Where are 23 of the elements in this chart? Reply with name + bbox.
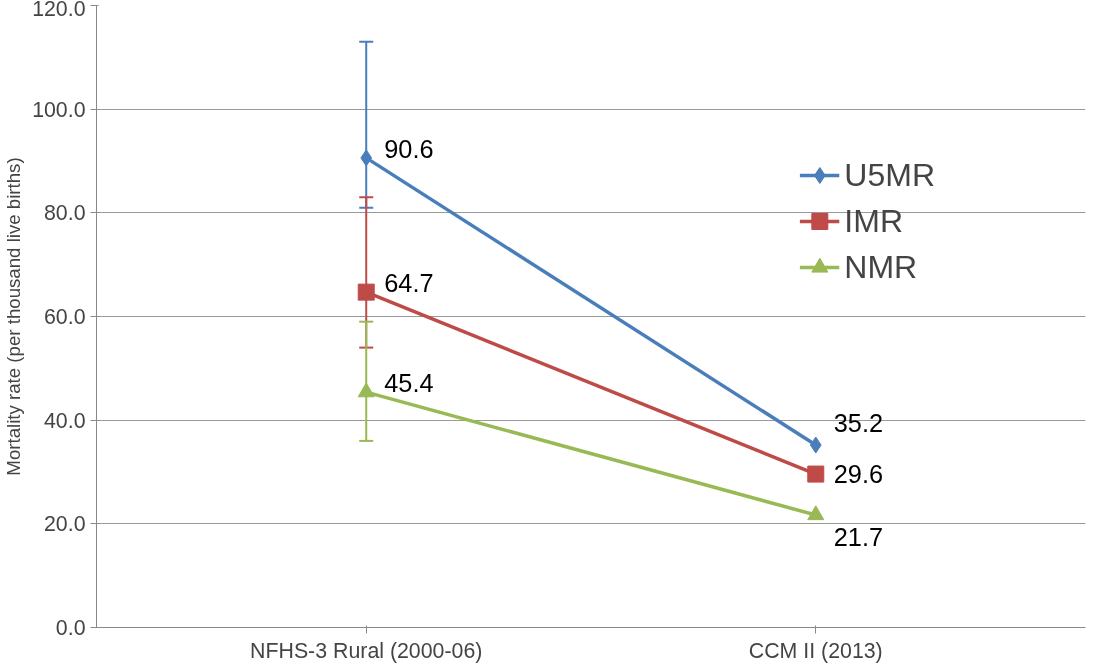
legend-label: IMR bbox=[844, 202, 903, 240]
data-label: 90.6 bbox=[384, 134, 434, 163]
x-tick-label: CCM II (2013) bbox=[748, 638, 883, 663]
data-label: 21.7 bbox=[833, 523, 884, 552]
legend-label: U5MR bbox=[844, 156, 935, 194]
y-tick-label: 60.0 bbox=[43, 305, 86, 329]
data-label: 29.6 bbox=[833, 460, 884, 489]
y-tick-label: 100.0 bbox=[32, 97, 86, 122]
point bbox=[357, 283, 375, 301]
y-tick-label: 20.0 bbox=[43, 512, 86, 537]
point bbox=[807, 465, 825, 483]
legend-label: NMR bbox=[844, 248, 918, 286]
y-tick-label: 0.0 bbox=[55, 616, 86, 640]
y-tick-label: 120.0 bbox=[32, 0, 86, 21]
point bbox=[360, 149, 373, 167]
data-label: 64.7 bbox=[384, 269, 434, 298]
y-tick-label: 80.0 bbox=[43, 201, 86, 226]
y-axis-title: Mortality rate (per thousand live births) bbox=[3, 157, 25, 476]
data-label: 35.2 bbox=[833, 409, 884, 438]
x-tick-label: NFHS-3 Rural (2000-06) bbox=[250, 638, 483, 663]
point bbox=[809, 436, 822, 454]
data-label: 45.4 bbox=[384, 369, 434, 398]
y-tick-label: 40.0 bbox=[43, 408, 86, 433]
